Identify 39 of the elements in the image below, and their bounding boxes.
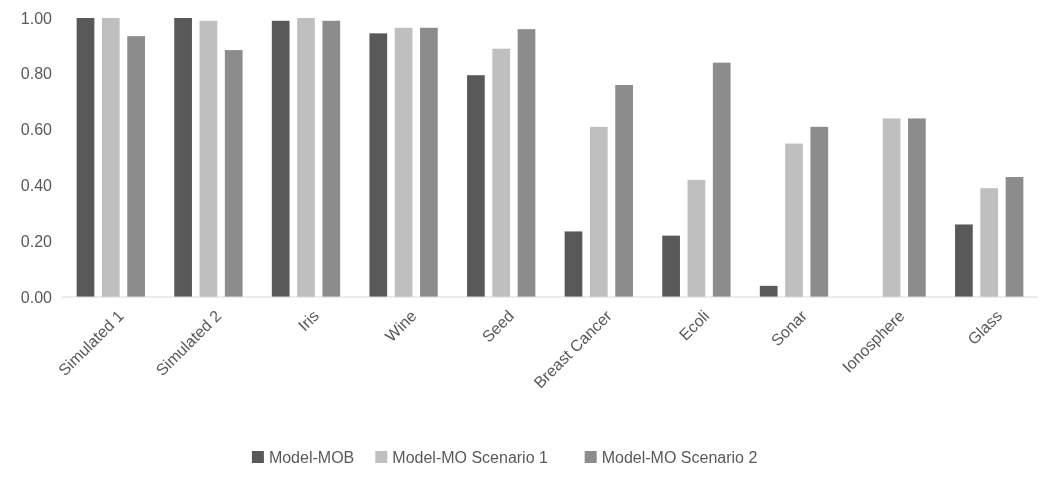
legend-label: Model-MO Scenario 1 — [392, 448, 549, 466]
y-tick-label: 0.60 — [20, 121, 53, 139]
bar — [297, 18, 315, 297]
bar — [908, 118, 926, 297]
bar — [467, 75, 485, 297]
bar — [759, 285, 778, 297]
bar — [127, 36, 145, 297]
bar — [517, 29, 536, 297]
bar — [564, 231, 583, 297]
bar — [394, 27, 413, 297]
bar — [785, 143, 803, 297]
y-tick-label: 0.40 — [20, 177, 53, 194]
bar — [615, 84, 633, 297]
bar — [174, 18, 192, 297]
bar — [224, 50, 243, 297]
bar — [882, 118, 901, 297]
bar — [271, 20, 290, 297]
legend-label: Model-MO Scenario 2 — [601, 448, 758, 466]
x-tick-label: Iris — [294, 307, 323, 335]
bar — [420, 27, 438, 297]
bar — [492, 48, 511, 297]
bar — [810, 126, 829, 297]
bar — [369, 33, 388, 297]
y-tick-label: 1.00 — [20, 9, 53, 27]
bar — [1005, 177, 1024, 297]
bar — [589, 126, 608, 297]
bar — [199, 20, 218, 297]
legend-label: Model-MOB — [268, 448, 355, 466]
bar — [955, 224, 973, 297]
bar — [322, 20, 341, 297]
y-tick-label: 0.80 — [20, 65, 53, 83]
bar — [76, 18, 95, 297]
bar — [101, 18, 120, 297]
bar — [980, 188, 999, 297]
bar — [712, 62, 731, 297]
bar — [687, 179, 706, 297]
y-tick-label: 0.00 — [20, 288, 53, 306]
bar — [662, 235, 680, 297]
y-tick-label: 0.20 — [20, 232, 53, 250]
